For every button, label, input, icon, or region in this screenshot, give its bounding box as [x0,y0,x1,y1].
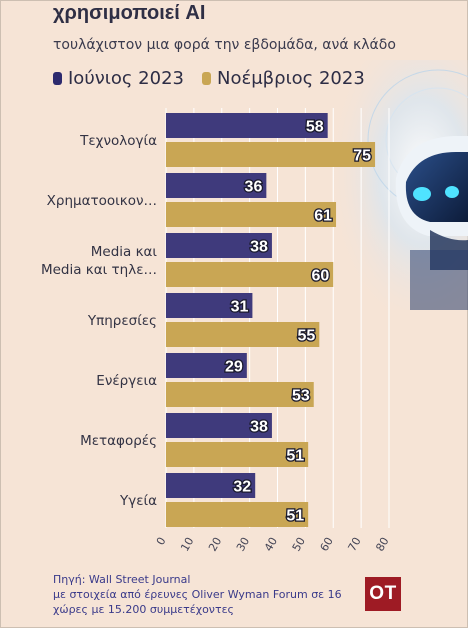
data-label: 58 [306,119,324,136]
data-label: 61 [314,208,332,225]
category-label: Μεταφορές [80,433,157,449]
bar [166,202,337,227]
source-note: Πηγή: Wall Street Journal με στοιχεία απ… [53,572,342,617]
data-label: 60 [311,268,329,285]
data-label: 51 [286,508,304,525]
data-label: 51 [286,448,304,465]
tick-label: 40 [262,535,280,554]
data-label: 36 [245,179,263,196]
category-label: Ενέργεια [96,373,157,389]
tick-label: 10 [178,535,196,554]
category-label: Υγεία [119,493,157,509]
bar [166,173,267,198]
bar [166,382,314,407]
chart-title: χρησιμοποιεί AI [53,2,206,24]
bar [166,442,309,467]
bar [166,322,320,347]
legend-item-june: Ιούνιος 2023 [53,68,184,89]
bar-chart: Τεχνολογία 58 75 Χρηματοοικον… 36 61 Media και… [41,108,392,554]
data-label: 38 [250,239,268,256]
tick-label: 80 [373,535,391,554]
data-label: 55 [298,328,316,345]
tick-label: 70 [345,535,363,554]
data-label: 32 [233,479,251,496]
tick-label: 20 [206,535,224,554]
tick-label: 30 [234,535,252,554]
category-label: Χρηματοοικον… [47,193,157,209]
bar [166,473,256,498]
legend-label-june: Ιούνιος 2023 [68,68,184,89]
bar [166,293,253,318]
chart-subtitle: τουλάχιστον μια φορά την εβδομάδα, ανά κ… [53,37,396,53]
tick-label: 50 [290,535,308,554]
bar [166,262,334,287]
legend-item-nov: Νοέμβριος 2023 [202,68,365,89]
bar [166,502,309,527]
source-line: Πηγή: Wall Street Journal [53,573,191,586]
robot-illustration [318,60,468,310]
tick-label: 0 [154,535,169,548]
bar [166,353,247,378]
legend-swatch-june [53,72,62,85]
legend-label-nov: Νοέμβριος 2023 [217,68,365,89]
category-label: Media και τηλε… [41,262,157,278]
bar [166,233,272,258]
publisher-logo: OT [365,577,401,611]
data-label: 75 [353,148,371,165]
bar [166,113,328,138]
bar [166,142,376,167]
data-label: 38 [250,419,268,436]
category-label: Media και [91,244,158,260]
tick-label: 60 [318,535,336,554]
source-line: με στοιχεία από έρευνες Oliver Wyman For… [53,588,342,601]
bar [166,413,272,438]
data-label: 29 [225,359,243,376]
source-line: χώρες με 15.200 συμμετέχοντες [53,603,234,616]
category-label: Υπηρεσίες [87,313,157,329]
data-label: 31 [231,299,249,316]
category-label: Τεχνολογία [79,133,157,149]
legend-swatch-nov [202,72,211,85]
data-label: 53 [292,388,310,405]
legend: Ιούνιος 2023 Νοέμβριος 2023 [53,68,365,89]
